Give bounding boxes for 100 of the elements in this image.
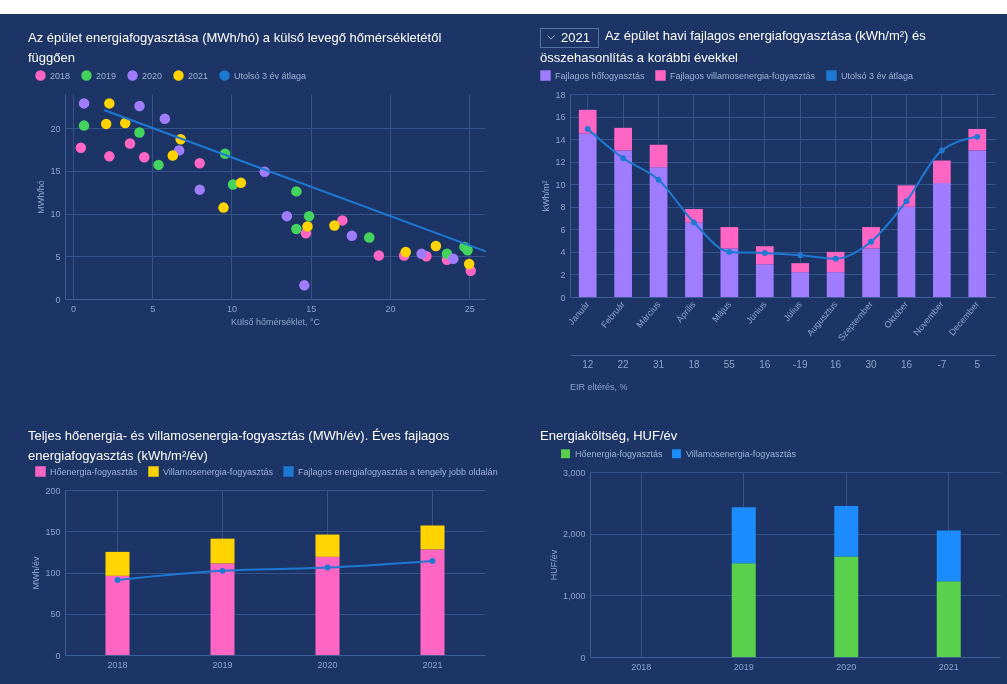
bar	[936, 530, 961, 582]
point	[303, 210, 315, 222]
data-label: 18	[688, 359, 700, 370]
bar	[834, 556, 859, 657]
point	[78, 98, 90, 109]
legend-label: 2021	[188, 70, 209, 81]
y-tick-label: 14	[555, 134, 566, 145]
point	[416, 248, 427, 259]
legend-label: Fajlagos hőfogyasztás	[555, 70, 646, 81]
point	[938, 147, 945, 154]
y-axis-title: kWh/m²	[541, 180, 552, 212]
x-tick-label: 2019	[733, 661, 754, 672]
bar	[968, 150, 987, 297]
y-tick-label: 50	[50, 609, 61, 620]
point	[584, 126, 591, 132]
legend-label: Utolsó 3 év átlaga	[841, 70, 914, 81]
legend-label: Hőenergia-fogyasztás	[575, 448, 664, 459]
bar	[614, 127, 632, 151]
bar	[933, 160, 951, 184]
point	[119, 117, 131, 129]
bar	[315, 534, 340, 557]
data-label: 55	[723, 359, 736, 370]
point	[153, 159, 164, 171]
y-tick-label: 5	[55, 251, 61, 262]
x-tick-label: 20	[385, 303, 396, 314]
point	[329, 220, 340, 231]
bar	[210, 538, 235, 564]
point	[114, 576, 121, 583]
data-label: 31	[652, 359, 665, 370]
data-label: 30	[865, 359, 878, 370]
point	[100, 118, 112, 130]
legend-label: Utolsó 3 év átlaga	[234, 70, 307, 81]
bar	[936, 581, 961, 657]
y-tick-label: 10	[50, 209, 61, 220]
x-tick-label: 2020	[317, 659, 338, 670]
x-tick-label: 2019	[212, 659, 233, 670]
y-tick-label: 0	[55, 650, 61, 661]
bar	[720, 248, 739, 297]
point	[797, 252, 804, 259]
y-tick-label: 150	[45, 526, 61, 537]
point	[373, 250, 385, 261]
bar	[649, 167, 668, 297]
y-tick-label: 2	[560, 269, 566, 280]
point	[429, 558, 436, 564]
bar	[685, 222, 703, 297]
y-tick-label: 4	[560, 247, 566, 258]
y-tick-label: 8	[560, 202, 566, 213]
y-tick-label: 12	[555, 157, 566, 168]
chart-title: Teljes hőenergia- és villamosenergia-fogyasztás (MWh/év). Éves fajlagos energiafogyasztás (kWh/m²/év)	[28, 427, 451, 465]
bar	[834, 505, 859, 557]
y-tick-label: 3,000	[562, 467, 586, 478]
legend-label: Fajlagos villamosenergia-fogyasztás	[670, 70, 816, 81]
bar	[933, 183, 951, 297]
bar	[578, 133, 597, 297]
data-label: 22	[617, 359, 630, 370]
x-tick-label: 15	[306, 303, 317, 314]
x-tick-label: 2021	[938, 661, 959, 672]
point	[655, 176, 662, 183]
x-tick-label: 0	[70, 303, 76, 314]
point	[134, 100, 145, 112]
point	[620, 155, 627, 162]
text: EIR eltérés, %	[570, 382, 628, 392]
year-dropdown: 2021	[540, 27, 599, 48]
bar	[720, 227, 739, 249]
chart-title: Az épület energiafogyasztása (MWh/hó) a külső levegő hőmérsékletétől függően	[28, 29, 443, 67]
bar	[826, 272, 845, 297]
point	[337, 215, 348, 226]
point	[75, 142, 87, 154]
y-tick-label: 2,000	[562, 529, 586, 540]
data-label: 16	[830, 359, 842, 370]
bar	[755, 264, 774, 297]
y-tick-label: 15	[50, 166, 61, 177]
point	[281, 210, 293, 222]
point	[364, 232, 375, 243]
x-tick-label: 10	[226, 303, 237, 314]
x-axis-title: Külső hőmérséklet, °C	[230, 316, 321, 327]
y-tick-label: 16	[555, 112, 566, 123]
bar	[897, 206, 916, 297]
point	[194, 157, 205, 169]
point	[167, 150, 179, 161]
bar	[105, 575, 130, 655]
bar	[210, 563, 235, 655]
data-label: -7	[937, 359, 947, 370]
point	[462, 245, 473, 256]
point	[463, 258, 475, 270]
point	[302, 221, 313, 232]
y-tick-label: 6	[560, 224, 566, 235]
y-tick-label: 0	[580, 652, 586, 663]
x-tick-label: 2020	[836, 661, 857, 672]
point	[346, 230, 358, 242]
data-label: 16	[759, 359, 771, 370]
y-tick-label: 1,000	[562, 590, 586, 601]
point	[291, 186, 302, 197]
point	[139, 151, 150, 163]
legend-label: Hőenergia-fogyasztás	[50, 466, 139, 477]
point	[159, 113, 171, 124]
y-tick-label: 100	[45, 568, 61, 578]
x-tick-label: 25	[464, 303, 475, 314]
bar	[420, 549, 445, 655]
point	[134, 127, 145, 138]
